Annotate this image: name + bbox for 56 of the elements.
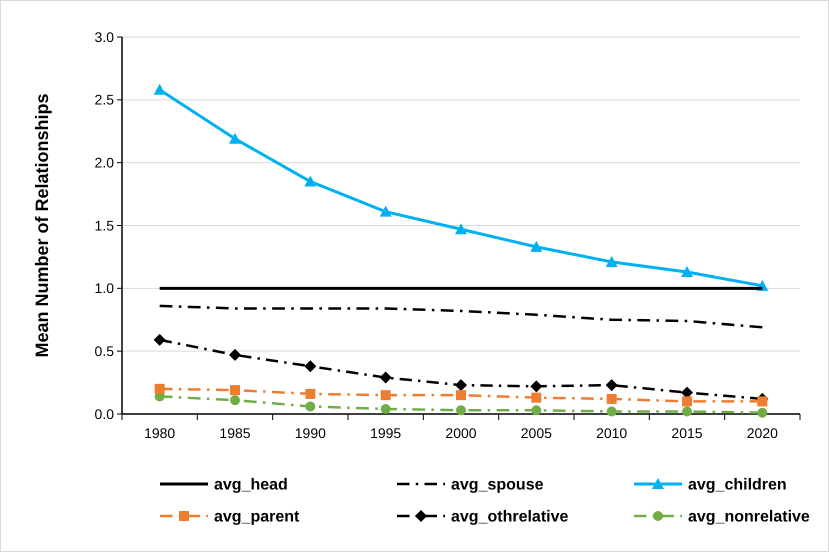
point [757,396,768,406]
y-tick-label: 0.5 [94,343,114,360]
line-series [158,304,764,329]
point [682,406,692,416]
point [380,390,391,400]
legend-label: avg_head [214,476,288,494]
point [230,385,240,396]
point [531,405,542,416]
point [229,132,241,144]
point [304,360,316,372]
x-tick-label: 1995 [370,425,402,441]
y-tick-label: 0.0 [94,406,114,422]
point [530,240,542,252]
point [455,223,467,234]
x-tick-label: 2015 [671,425,703,441]
point [154,384,165,394]
point [380,372,392,384]
point [681,266,693,277]
point [682,396,692,406]
point [304,176,316,187]
y-tick-label: 2.0 [94,154,114,171]
x-tick-label: 2000 [445,425,477,441]
x-tick-label: 1985 [219,425,251,441]
point [380,404,391,414]
y-tick-label: 1.5 [94,217,114,234]
x-tick-label: 2020 [746,425,778,441]
point [456,390,466,400]
x-tick-label: 1990 [294,425,326,441]
point [230,395,240,406]
y-tick-label: 3.0 [94,28,114,45]
point [531,392,542,403]
point [305,401,316,412]
y-tick-label: 2.5 [94,92,114,108]
point [154,84,166,95]
point [606,256,618,267]
point [606,379,618,392]
legend-label: avg_othrelative [451,508,568,526]
point [606,394,617,404]
y-axis-title: Mean Number of Relationships [32,93,52,358]
point [530,380,542,392]
point [229,348,241,361]
point [380,206,392,217]
legend-label: avg_children [688,476,787,494]
legend-label: avg_parent [214,508,300,526]
point [455,379,467,392]
point [606,406,617,416]
y-tick-label: 1.0 [94,280,114,296]
legend-label: avg_nonrelative [688,508,810,526]
x-tick-label: 2010 [596,425,628,441]
legend-label: avg_spouse [451,476,544,494]
point [456,405,466,416]
point [757,408,768,418]
point [154,334,166,346]
x-tick-label: 1980 [144,425,176,441]
point [305,388,316,399]
x-tick-label: 2005 [520,425,552,441]
